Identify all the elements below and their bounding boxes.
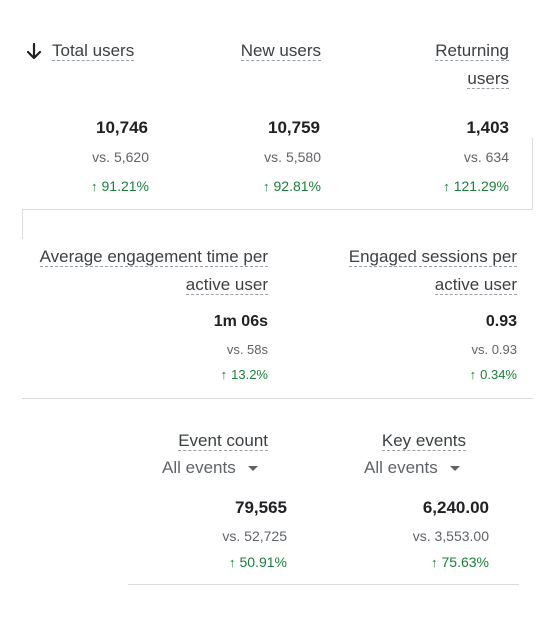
avg-engagement-label-line2: active user — [185, 275, 268, 295]
event-count-label: Event count — [178, 431, 268, 451]
new-users-label: New users — [240, 41, 321, 61]
row2-left-border — [22, 209, 23, 239]
avg-engagement-header[interactable]: Average engagement time per active user — [39, 244, 268, 298]
engaged-sessions-header[interactable]: Engaged sessions per active user — [348, 244, 517, 298]
event-count-value: 79,565 — [235, 498, 287, 517]
event-count-vs: vs. 52,725 — [222, 528, 287, 544]
new-users-header[interactable]: New users — [240, 38, 321, 64]
arrow-up-icon: ↑ — [469, 367, 477, 382]
new-users-vs: vs. 5,580 — [264, 149, 321, 165]
returning-users-label-line1: Returning — [435, 41, 509, 61]
arrow-up-icon: ↑ — [229, 555, 236, 570]
engaged-sessions-change-value: 0.34% — [480, 367, 517, 382]
key-events-filter-value: All events — [364, 458, 438, 477]
row1-right-border — [532, 138, 533, 209]
returning-users-value: 1,403 — [466, 118, 509, 137]
key-events-vs: vs. 3,553.00 — [412, 528, 489, 544]
avg-engagement-vs: vs. 58s — [226, 342, 268, 357]
avg-engagement-label-line1: Average engagement time per — [39, 247, 268, 267]
new-users-change-value: 92.81% — [273, 178, 321, 194]
row3-divider — [128, 584, 519, 585]
arrow-up-icon: ↑ — [220, 367, 228, 382]
returning-users-label-line2: users — [467, 69, 509, 89]
key-events-label: Key events — [381, 431, 466, 451]
new-users-change: ↑ 92.81% — [263, 178, 321, 194]
returning-users-change: ↑ 121.29% — [443, 178, 509, 194]
event-count-header[interactable]: Event count — [178, 428, 268, 454]
arrow-up-icon: ↑ — [263, 179, 270, 194]
total-users-vs: vs. 5,620 — [92, 149, 149, 165]
total-users-header[interactable]: Total users — [52, 38, 135, 64]
avg-engagement-value: 1m 06s — [213, 313, 268, 330]
engaged-sessions-change: ↑ 0.34% — [470, 367, 517, 382]
total-users-value: 10,746 — [96, 118, 148, 137]
returning-users-vs: vs. 634 — [463, 149, 509, 165]
engaged-sessions-vs: vs. 0.93 — [471, 342, 517, 357]
key-events-header[interactable]: Key events — [381, 428, 466, 454]
row2-divider — [22, 398, 533, 399]
key-events-change-value: 75.63% — [441, 554, 489, 570]
sort-arrow-down-icon[interactable] — [26, 42, 42, 67]
engaged-sessions-label-line1: Engaged sessions per — [348, 247, 517, 267]
row1-divider — [22, 209, 533, 210]
key-events-change: ↑ 75.63% — [431, 554, 489, 570]
engaged-sessions-label-line2: active user — [434, 275, 517, 295]
arrow-up-icon: ↑ — [443, 179, 450, 194]
event-count-filter-dropdown[interactable]: All events — [162, 458, 258, 478]
event-count-change: ↑ 50.91% — [229, 554, 287, 570]
avg-engagement-change-value: 13.2% — [231, 367, 268, 382]
returning-users-change-value: 121.29% — [453, 178, 509, 194]
caret-down-icon — [449, 466, 460, 472]
engaged-sessions-value: 0.93 — [485, 313, 517, 330]
caret-down-icon — [247, 466, 258, 472]
event-count-filter-value: All events — [162, 458, 236, 477]
new-users-value: 10,759 — [268, 118, 320, 137]
total-users-change: ↑ 91.21% — [91, 178, 149, 194]
event-count-change-value: 50.91% — [239, 554, 287, 570]
key-events-filter-dropdown[interactable]: All events — [364, 458, 460, 478]
arrow-up-icon: ↑ — [91, 179, 98, 194]
key-events-value: 6,240.00 — [422, 498, 489, 517]
arrow-up-icon: ↑ — [431, 555, 438, 570]
avg-engagement-change: ↑ 13.2% — [221, 367, 268, 382]
returning-users-header[interactable]: Returning users — [435, 38, 509, 92]
total-users-label: Total users — [52, 41, 135, 61]
total-users-change-value: 91.21% — [101, 178, 149, 194]
